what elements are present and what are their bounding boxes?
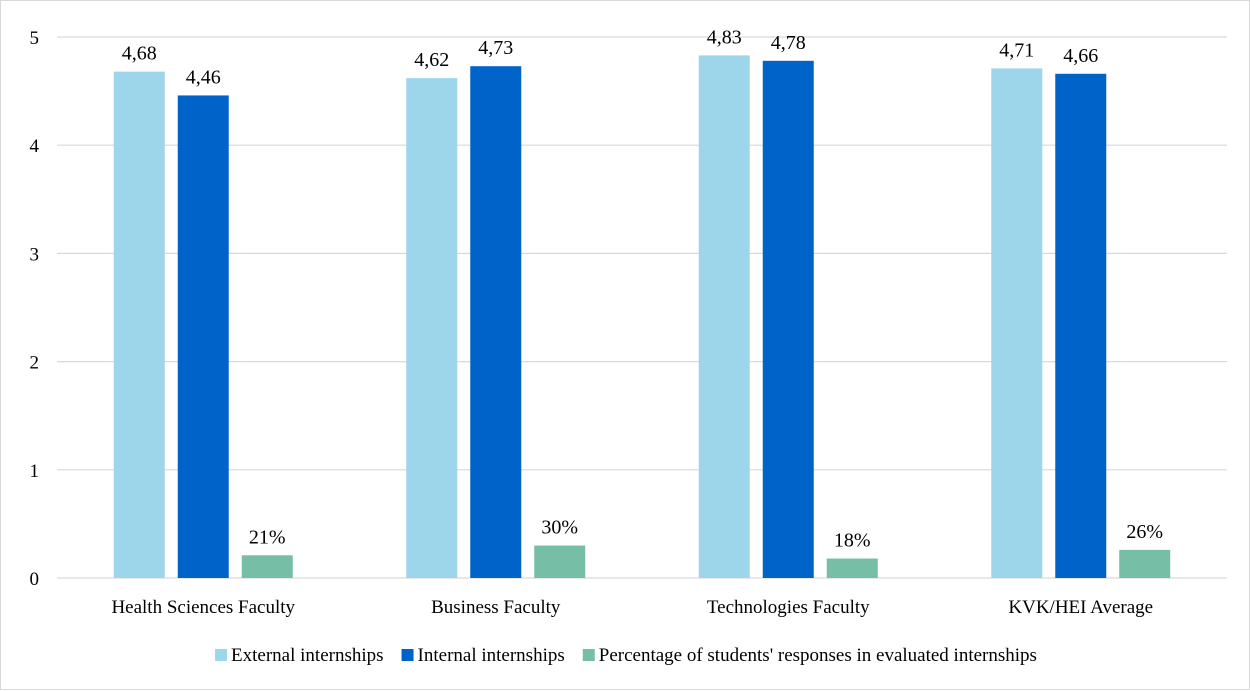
legend: External internships Internal internships… — [215, 645, 1037, 666]
bar-2-1 — [762, 60, 814, 578]
category-label: KVK/HEI Average — [1008, 597, 1153, 618]
bar-3-2 — [1119, 549, 1171, 578]
category-label: Technologies Faculty — [707, 597, 870, 618]
legend-swatch — [401, 649, 414, 661]
data-label: 4,68 — [122, 43, 157, 65]
data-label: 4,78 — [771, 32, 806, 54]
legend-swatch — [582, 649, 595, 661]
data-label: 4,83 — [707, 26, 742, 48]
bar-2-0 — [698, 55, 750, 579]
legend-item-2: Percentage of students' responses in eva… — [582, 645, 1037, 666]
legend-item-0: External internships — [215, 645, 384, 666]
bar-1-0 — [406, 78, 458, 578]
data-label: 18% — [834, 530, 871, 552]
y-axis-tick-labels: 0 1 2 3 4 5 — [30, 28, 40, 590]
bar-1-2 — [534, 545, 586, 578]
bar-0-1 — [177, 95, 229, 578]
legend-label: Percentage of students' responses in eva… — [599, 645, 1037, 666]
data-label: 26% — [1126, 521, 1163, 543]
y-tick-label: 2 — [30, 353, 40, 374]
y-tick-label: 1 — [30, 461, 40, 482]
data-label: 4,62 — [414, 49, 449, 71]
bars — [113, 55, 1171, 579]
bar-0-2 — [241, 555, 293, 578]
data-label: 21% — [249, 526, 286, 548]
x-axis-category-labels: Health Sciences Faculty Business Faculty T… — [111, 597, 1153, 618]
bar-0-0 — [113, 71, 165, 579]
y-tick-label: 3 — [30, 244, 40, 265]
bar-2-2 — [826, 558, 878, 578]
data-label: 4,73 — [478, 37, 513, 59]
data-label: 30% — [541, 517, 578, 539]
category-label: Business Faculty — [431, 597, 561, 618]
gridlines — [57, 36, 1227, 579]
bar-3-1 — [1055, 73, 1107, 579]
data-label: 4,66 — [1063, 45, 1098, 67]
bar-1-1 — [470, 66, 522, 579]
legend-swatch — [215, 649, 228, 661]
legend-item-1: Internal internships — [401, 645, 565, 666]
category-label: Health Sciences Faculty — [111, 597, 295, 618]
y-tick-label: 4 — [30, 136, 40, 157]
y-tick-label: 5 — [30, 28, 40, 49]
legend-label: Internal internships — [418, 645, 565, 666]
data-labels: 4,68 4,46 21% 4,62 4,73 30% 4,83 4,78 18% 4,71 4,6… — [122, 26, 1163, 551]
bar-3-0 — [991, 68, 1043, 579]
data-label: 4,46 — [186, 66, 221, 88]
data-label: 4,71 — [999, 39, 1034, 61]
y-tick-label: 0 — [30, 569, 40, 590]
legend-label: External internships — [231, 645, 384, 666]
